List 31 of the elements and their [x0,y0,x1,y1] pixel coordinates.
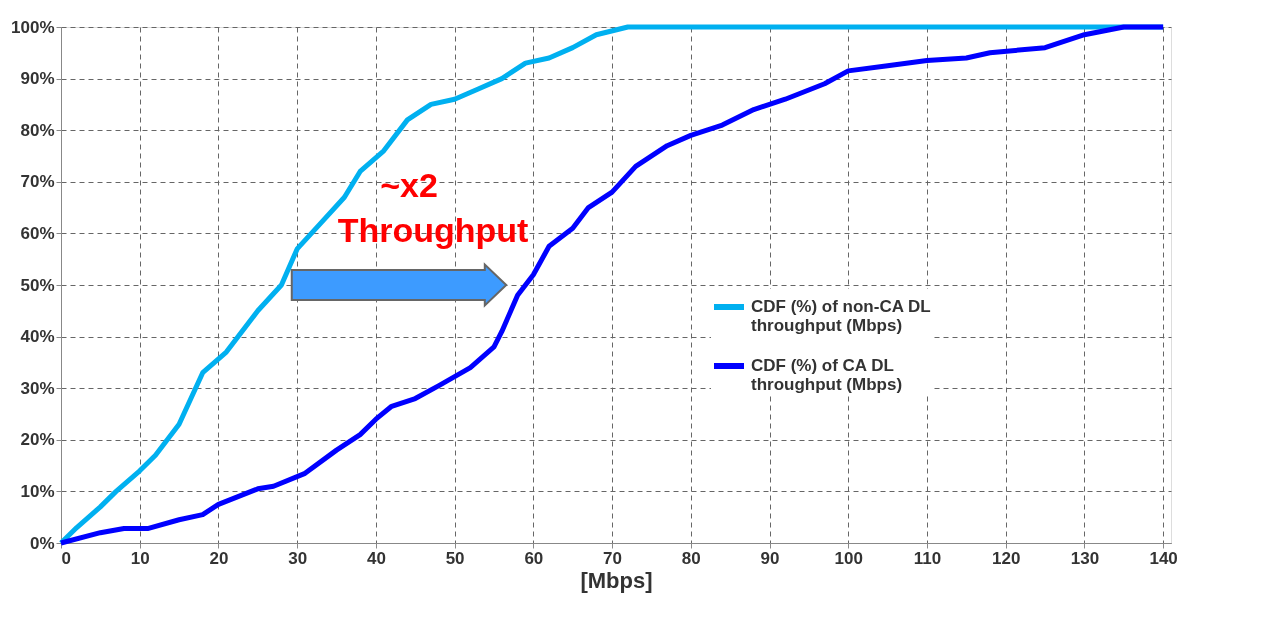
annotation: Throughput [337,211,529,249]
x-tick-label: 30 [288,548,308,568]
x-tick-label: 0 [61,548,71,568]
x-tick-label: 20 [209,548,229,568]
y-tick-label: 20% [20,430,55,450]
x-tick-label: 120 [991,548,1021,568]
x-tick-label: 40 [366,548,386,568]
y-tick-label: 30% [20,378,55,398]
x-tick-label: 130 [1070,548,1100,568]
x-tick-label: 50 [445,548,465,568]
x-tick-label: 100 [834,548,863,568]
x-tick-label: 90 [760,548,780,568]
x-tick-label: 110 [913,548,942,568]
x-tick-label: 70 [603,548,623,568]
y-tick-label: 90% [20,69,55,89]
y-tick-label: 40% [20,327,55,347]
y-tick-label: 50% [20,275,55,295]
y-tick-label: 60% [20,223,55,243]
y-tick-label: 10% [20,481,55,501]
x-tick-label: 80 [681,548,701,568]
x-tick-label: 140 [1149,548,1178,568]
y-tick-label: 80% [20,120,55,140]
x-axis-title: [Mbps] [580,567,653,593]
legend-label: CDF (%) of CA DL throughput (Mbps) [751,356,903,394]
annotation: ~x2 [380,166,438,204]
x-tick-label: 10 [130,548,150,568]
legend-label: CDF (%) of non-CA DL throughput (Mbps) [751,297,931,335]
y-tick-label: 0% [29,533,55,553]
x-tick-label: 60 [524,548,544,568]
y-tick-label: 100% [11,17,55,37]
y-tick-label: 70% [20,172,55,192]
